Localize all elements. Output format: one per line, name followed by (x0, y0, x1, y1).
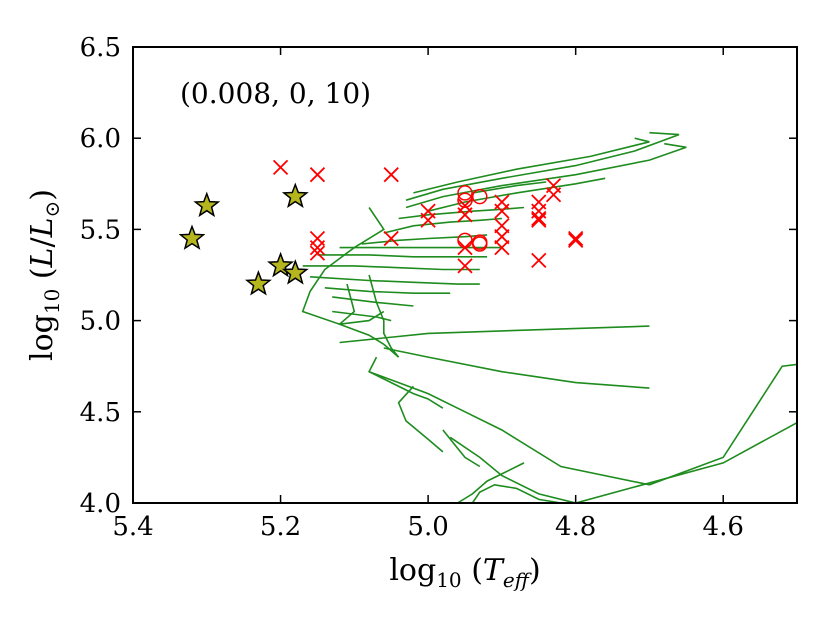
y-axis-label: log10 (L/L⊙) (25, 189, 64, 361)
evolution-track (413, 137, 650, 194)
evolution-track (302, 265, 480, 271)
evolution-track (310, 276, 480, 285)
evolution-track (383, 217, 502, 234)
star-marker (193, 191, 221, 218)
evolution-track (405, 142, 687, 209)
cross-marker (494, 218, 510, 234)
star-marker (267, 251, 295, 278)
star-marker (244, 269, 272, 296)
cross-marker (568, 232, 584, 248)
cross-marker (309, 240, 326, 256)
evolution-track (427, 177, 606, 212)
cross-marker (531, 210, 547, 227)
x-tick-label: 5.4 (112, 512, 153, 542)
cross-marker (457, 207, 473, 223)
evolution-track (332, 310, 392, 322)
y-tick-label: 5.5 (80, 215, 121, 245)
evolution-track (398, 206, 525, 220)
x-tick-label: 5.2 (260, 512, 301, 542)
x-tick-label: 4.6 (703, 512, 744, 542)
evolution-track (301, 207, 385, 326)
evolution-track (471, 483, 562, 504)
star-marker (281, 182, 309, 209)
evolution-track (397, 385, 444, 453)
evolution-track (368, 363, 798, 486)
evolution-track (449, 421, 798, 504)
plot-area (133, 47, 797, 503)
evolution-track (457, 462, 525, 504)
y-tick-label: 6.5 (80, 33, 121, 63)
evolution-track (338, 283, 400, 358)
plot-frame (132, 46, 798, 504)
circle-marker (472, 236, 488, 252)
evolution-track (339, 325, 650, 344)
cross-marker (568, 230, 584, 247)
x-tick-label: 4.8 (555, 512, 596, 542)
y-tick-label: 5.0 (80, 307, 121, 337)
evolution-track (368, 356, 444, 409)
evolution-track (317, 254, 488, 258)
y-tick-label: 6.0 (80, 124, 121, 154)
cross-marker (420, 212, 436, 228)
evolution-track (361, 234, 488, 245)
x-axis-label: log10 (Teff) (389, 553, 540, 592)
cross-marker (494, 229, 510, 245)
x-tick-label: 5.0 (407, 512, 448, 542)
cross-marker (309, 245, 326, 261)
cross-marker (494, 203, 510, 219)
evolution-track (405, 131, 680, 201)
evolution-track (472, 181, 547, 194)
axis-ticks: 5.4 5.2 5.0 4.8 4.6 4.0 4.5 5.0 5.5 6.0 6.5 (80, 33, 797, 542)
evolution-track (324, 287, 451, 294)
star-marker (178, 224, 206, 250)
circle-marker (457, 185, 473, 201)
circle-marker (472, 188, 488, 205)
cross-marker (272, 159, 289, 176)
cross-marker (531, 252, 547, 269)
star-marker (281, 259, 309, 285)
cross-marker (383, 167, 399, 183)
evolution-tracks (301, 131, 798, 504)
evolution-track (442, 429, 481, 468)
cross-marker (531, 212, 547, 228)
y-tick-label: 4.0 (80, 489, 121, 519)
chart-annotation: (0.008, 0, 10) (180, 77, 371, 110)
y-tick-label: 4.5 (80, 398, 121, 428)
cross-marker (545, 187, 562, 203)
circle-marker (457, 232, 473, 249)
cross-marker (383, 230, 399, 247)
evolution-track (383, 347, 650, 389)
cross-marker (309, 167, 326, 183)
circle-marker (457, 192, 473, 208)
cross-marker (457, 258, 473, 274)
cross-marker (494, 240, 510, 256)
observed-stars (178, 159, 584, 296)
